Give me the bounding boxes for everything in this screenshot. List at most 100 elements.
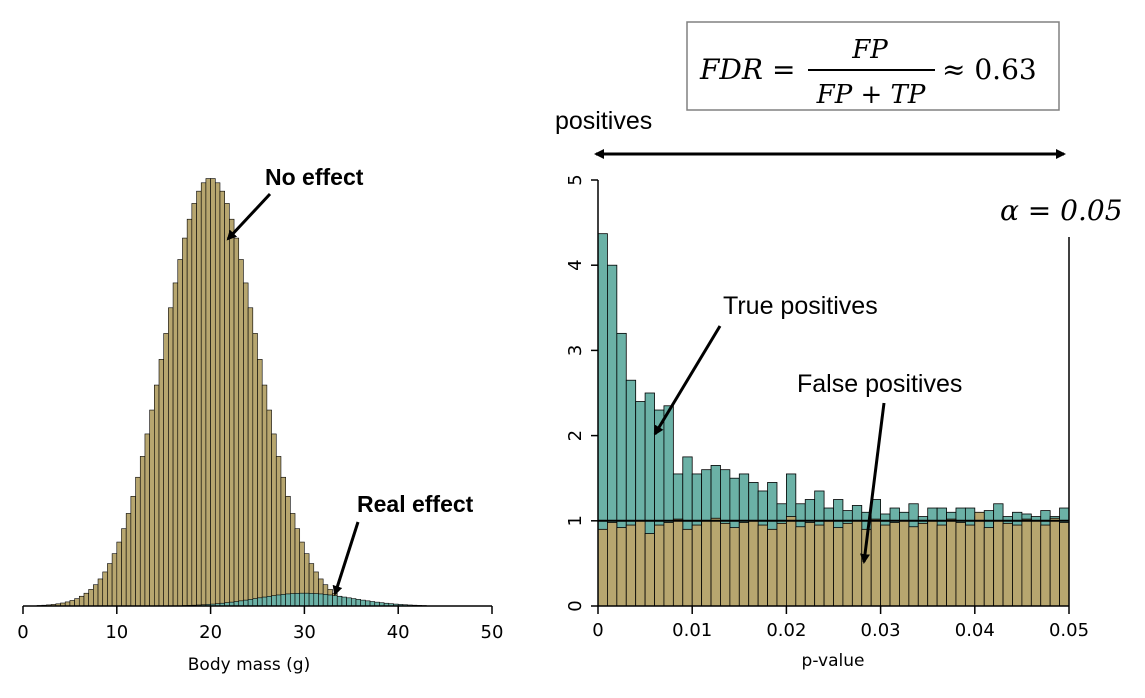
right-y-ticks: 0 1 2 3 4 5 xyxy=(565,174,598,612)
right-histogram-bars xyxy=(597,233,1070,607)
p-value-histogram: positives 0 0.01 0.02 0.03 0.04 0.05 0 1 2 3 4 5 p… xyxy=(555,107,1123,671)
x-tick-label: 0.04 xyxy=(955,620,995,641)
bar xyxy=(880,524,891,607)
bar xyxy=(247,599,254,607)
bar xyxy=(285,495,291,607)
right-x-axis-label: p-value xyxy=(802,651,865,671)
true-positives-label: True positives xyxy=(723,292,878,320)
bar xyxy=(261,596,268,607)
bar xyxy=(111,553,118,607)
bar xyxy=(285,593,291,607)
true-positives-arrow xyxy=(653,325,722,436)
x-tick-label: 10 xyxy=(105,622,128,643)
formula-lhs: FDR xyxy=(699,53,763,86)
bar xyxy=(144,433,150,607)
bar xyxy=(635,520,646,607)
bar xyxy=(672,518,684,607)
bar xyxy=(616,527,627,607)
left-histogram-bars xyxy=(36,178,427,607)
bar xyxy=(266,596,272,607)
bar xyxy=(205,178,211,607)
bar xyxy=(842,522,853,607)
bar xyxy=(350,598,357,607)
bar xyxy=(163,333,169,607)
series-false-positives xyxy=(597,511,1070,607)
bar xyxy=(266,409,272,607)
bar xyxy=(738,522,750,607)
bar xyxy=(257,597,263,607)
bar xyxy=(69,600,75,607)
formula-equals: = xyxy=(772,53,795,86)
bar xyxy=(355,599,361,607)
bar xyxy=(814,524,825,607)
bar xyxy=(243,599,249,607)
bar xyxy=(644,533,655,607)
bar xyxy=(78,595,85,607)
bar xyxy=(597,528,608,607)
no-effect-arrow xyxy=(226,192,272,241)
left-x-ticks: 0 10 20 30 40 50 xyxy=(17,606,503,643)
bar xyxy=(654,524,665,607)
bar xyxy=(899,520,910,607)
formula-numerator: FP xyxy=(851,35,888,65)
real-effect-arrow xyxy=(332,521,360,596)
bar xyxy=(182,237,188,607)
bar xyxy=(116,541,122,607)
bar xyxy=(233,237,240,607)
x-tick-label: 0.02 xyxy=(766,620,806,641)
bar xyxy=(917,522,929,607)
bar xyxy=(88,589,94,607)
body-mass-histogram: 0 10 20 30 40 50 Body mass (g) No effect Real… xyxy=(17,164,503,675)
positives-label: positives xyxy=(555,107,652,135)
bar xyxy=(332,595,338,607)
bar xyxy=(280,594,286,607)
bar xyxy=(252,333,258,607)
fdr-formula: FDR = FP FP + TP ≈ 0.63 xyxy=(686,21,1060,111)
formula-denominator: FP + TP xyxy=(816,80,926,110)
x-tick-label: 0 xyxy=(17,622,28,643)
bar xyxy=(121,528,127,607)
bar xyxy=(139,456,146,607)
bar xyxy=(158,359,164,607)
bar xyxy=(786,516,797,607)
bar xyxy=(710,517,721,607)
bar xyxy=(83,592,89,607)
y-tick-label: 2 xyxy=(565,430,586,441)
bar xyxy=(186,218,193,607)
bar xyxy=(318,593,324,607)
bar xyxy=(290,513,296,607)
bar xyxy=(168,307,174,607)
y-tick-label: 4 xyxy=(565,259,586,270)
false-positives-arrow xyxy=(860,402,886,564)
bar xyxy=(936,524,947,607)
bar xyxy=(219,190,225,607)
bar xyxy=(748,520,759,607)
formula-approx: ≈ 0.63 xyxy=(942,53,1037,86)
bar xyxy=(851,520,863,607)
bar xyxy=(229,218,235,607)
bar xyxy=(252,598,258,607)
bar xyxy=(102,571,108,607)
x-tick-label: 0.05 xyxy=(1049,620,1089,641)
bar xyxy=(889,522,900,607)
bar xyxy=(271,433,277,607)
bar xyxy=(200,182,207,607)
bar xyxy=(804,522,816,607)
false-positives-label: False positives xyxy=(797,370,962,398)
x-tick-label: 0 xyxy=(592,620,603,641)
bar xyxy=(191,203,197,607)
bar xyxy=(908,526,919,607)
bar xyxy=(1059,522,1070,607)
bar xyxy=(1002,522,1013,607)
bar xyxy=(97,578,104,607)
bar xyxy=(729,527,740,607)
bar xyxy=(607,522,618,607)
left-x-axis-label: Body mass (g) xyxy=(188,655,310,675)
x-tick-label: 20 xyxy=(199,622,222,643)
formula-box xyxy=(686,21,1060,111)
bar xyxy=(322,594,329,607)
bar xyxy=(870,518,881,607)
y-tick-label: 0 xyxy=(565,600,586,611)
bar xyxy=(360,599,366,607)
